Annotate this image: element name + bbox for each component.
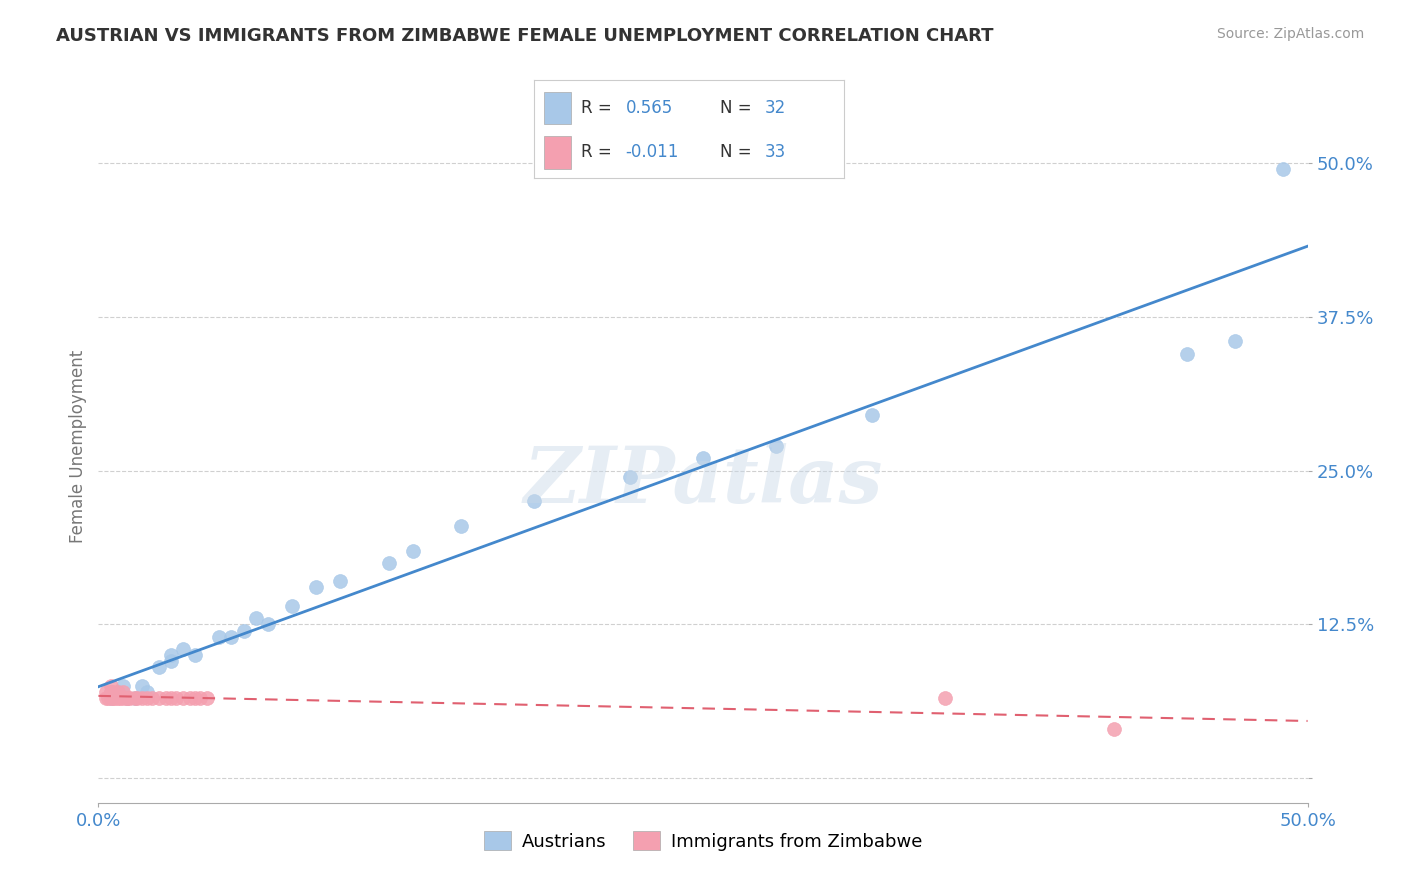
Point xyxy=(117,691,139,706)
Legend: Austrians, Immigrants from Zimbabwe: Austrians, Immigrants from Zimbabwe xyxy=(477,824,929,858)
Point xyxy=(124,691,146,706)
Point xyxy=(232,624,254,638)
Point xyxy=(450,519,472,533)
Text: -0.011: -0.011 xyxy=(626,144,679,161)
Point xyxy=(1102,722,1125,736)
Point xyxy=(118,691,141,706)
Point xyxy=(141,691,163,706)
Point xyxy=(117,691,139,706)
Point xyxy=(97,691,120,706)
Point xyxy=(195,691,218,706)
Point xyxy=(256,617,278,632)
Point xyxy=(188,691,211,706)
Point xyxy=(402,543,425,558)
Point xyxy=(172,642,194,657)
Point xyxy=(765,439,787,453)
Point xyxy=(107,685,129,699)
Point xyxy=(94,685,117,699)
Text: R =: R = xyxy=(581,144,617,161)
Point xyxy=(160,648,183,662)
Text: ZIPatlas: ZIPatlas xyxy=(523,443,883,520)
Point xyxy=(692,451,714,466)
Point xyxy=(245,611,267,625)
Point xyxy=(523,494,546,508)
Point xyxy=(100,685,122,699)
Point xyxy=(111,685,134,699)
Point xyxy=(160,691,183,706)
Point xyxy=(148,660,170,674)
Point xyxy=(101,691,124,706)
Point xyxy=(104,691,127,706)
Point xyxy=(148,691,170,706)
Point xyxy=(155,691,177,706)
Point xyxy=(221,630,243,644)
Point xyxy=(124,691,146,706)
Text: 32: 32 xyxy=(765,99,786,117)
Text: 33: 33 xyxy=(765,144,786,161)
Text: R =: R = xyxy=(581,99,617,117)
Text: Source: ZipAtlas.com: Source: ZipAtlas.com xyxy=(1216,27,1364,41)
Point xyxy=(619,469,641,483)
Point xyxy=(135,685,157,699)
Point xyxy=(100,691,122,706)
Text: N =: N = xyxy=(720,144,756,161)
Point xyxy=(281,599,304,613)
Point xyxy=(1175,347,1198,361)
Point xyxy=(179,691,201,706)
Point xyxy=(135,691,157,706)
Point xyxy=(208,630,231,644)
Point xyxy=(160,654,183,668)
Point xyxy=(172,691,194,706)
Point xyxy=(107,685,129,699)
Point xyxy=(934,691,956,706)
Point xyxy=(1223,334,1246,349)
Point xyxy=(165,691,187,706)
Point xyxy=(131,691,153,706)
Point xyxy=(100,679,122,693)
Point xyxy=(860,409,883,423)
Point xyxy=(127,691,149,706)
Y-axis label: Female Unemployment: Female Unemployment xyxy=(69,350,87,542)
Text: N =: N = xyxy=(720,99,756,117)
Point xyxy=(108,691,131,706)
Point xyxy=(100,691,122,706)
FancyBboxPatch shape xyxy=(544,92,571,124)
Text: 0.565: 0.565 xyxy=(626,99,673,117)
Point xyxy=(1272,162,1295,177)
Point xyxy=(101,685,124,699)
FancyBboxPatch shape xyxy=(544,136,571,169)
Point xyxy=(111,691,134,706)
Point xyxy=(111,679,134,693)
Point xyxy=(94,691,117,706)
Point xyxy=(100,685,122,699)
Point xyxy=(377,556,399,570)
Point xyxy=(184,648,207,662)
Point xyxy=(305,581,328,595)
Text: AUSTRIAN VS IMMIGRANTS FROM ZIMBABWE FEMALE UNEMPLOYMENT CORRELATION CHART: AUSTRIAN VS IMMIGRANTS FROM ZIMBABWE FEM… xyxy=(56,27,994,45)
Point xyxy=(131,679,153,693)
Point xyxy=(107,691,129,706)
Point xyxy=(329,574,352,589)
Point xyxy=(117,691,139,706)
Point xyxy=(184,691,207,706)
